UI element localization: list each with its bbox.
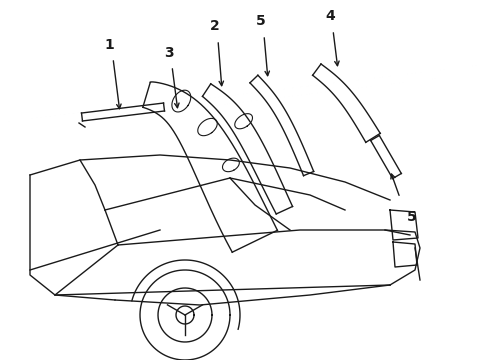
Text: 5: 5 [407, 210, 417, 224]
Text: 2: 2 [210, 19, 220, 33]
Text: 5: 5 [256, 14, 266, 28]
Text: 3: 3 [164, 46, 174, 60]
Text: 4: 4 [325, 9, 335, 23]
Text: 1: 1 [104, 38, 114, 52]
